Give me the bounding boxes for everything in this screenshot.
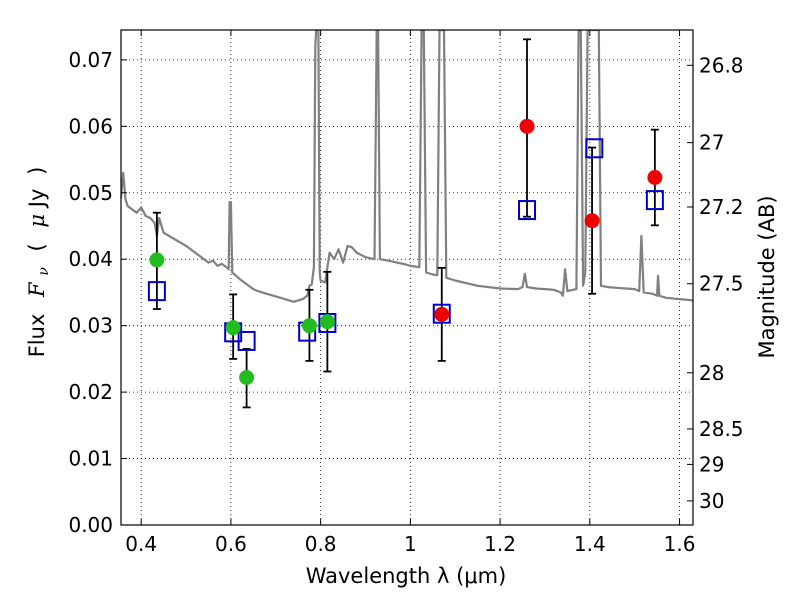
x-tick-label: 0.8 — [305, 532, 337, 556]
y-tick-label: 0.05 — [68, 181, 113, 205]
y-axis-label-left: Flux F ν ( μ Jy ) — [25, 167, 53, 358]
x-axis-ticks: 0.4 0.6 0.8 1 1.2 1.4 1.6 — [125, 30, 695, 556]
mag-tick-label: 28 — [699, 361, 724, 385]
y-tick-label: 0.01 — [68, 447, 113, 471]
x-tick-label: 1.4 — [574, 532, 606, 556]
nir-data-point — [584, 213, 600, 229]
optical-data-point — [319, 314, 335, 330]
model-square — [585, 138, 604, 159]
y-label-open-paren: ( — [25, 243, 49, 251]
y-label-mu: μ — [25, 214, 49, 228]
y-label-close-paren: ) — [25, 167, 49, 175]
plot-background — [121, 30, 693, 525]
nir-data-point — [434, 306, 450, 322]
y-tick-label: 0.06 — [68, 114, 113, 138]
y-tick-label: 0.07 — [68, 48, 113, 72]
model-square — [237, 330, 256, 351]
model-square — [147, 281, 166, 302]
mag-tick-label: 30 — [699, 489, 724, 513]
x-tick-label: 1.2 — [484, 532, 516, 556]
model-square — [318, 313, 337, 334]
y-label-f: F — [25, 281, 49, 298]
y-tick-label: 0.02 — [68, 380, 113, 404]
data-markers — [149, 118, 663, 385]
nir-data-point — [519, 118, 535, 134]
optical-data-point — [239, 369, 255, 385]
mag-tick-label: 28.5 — [699, 417, 744, 441]
mag-tick-label: 27 — [699, 131, 724, 155]
mag-tick-label: 29 — [699, 452, 724, 476]
y-label-flux: Flux — [25, 314, 49, 358]
x-tick-label: 1.6 — [664, 532, 696, 556]
model-square — [432, 303, 451, 324]
optical-data-point — [225, 320, 241, 336]
mag-tick-label: 26.8 — [699, 53, 744, 77]
mag-tick-label: 27.5 — [699, 272, 744, 296]
y-label-jy: Jy — [25, 189, 49, 210]
model-square — [645, 190, 664, 211]
optical-data-point — [301, 318, 317, 334]
x-tick-label: 1 — [404, 532, 417, 556]
template-spectrum — [121, 30, 693, 303]
mag-tick-label: 27.2 — [699, 195, 744, 219]
y-axis-ticks: 0.00 0.01 0.02 0.03 0.04 0.05 0.06 0.07 — [68, 48, 127, 537]
magnitude-axis-ticks: 26.8 27 27.2 27.5 28 28.5 29 30 — [687, 53, 744, 513]
optical-data-point — [149, 252, 165, 268]
model-square — [518, 200, 537, 221]
x-tick-label: 0.4 — [125, 532, 157, 556]
y-tick-label: 0.00 — [68, 513, 113, 537]
y-tick-label: 0.04 — [68, 247, 113, 271]
y-axis-label-right: Magnitude (AB) — [755, 195, 779, 358]
x-tick-label: 0.6 — [215, 532, 247, 556]
y-label-nu: ν — [36, 267, 52, 276]
spectrum-line — [121, 30, 693, 303]
nir-data-point — [647, 170, 663, 186]
x-axis-label: Wavelength λ (μm) — [306, 564, 507, 588]
plot-frame — [120, 29, 694, 526]
y-tick-label: 0.03 — [68, 314, 113, 338]
